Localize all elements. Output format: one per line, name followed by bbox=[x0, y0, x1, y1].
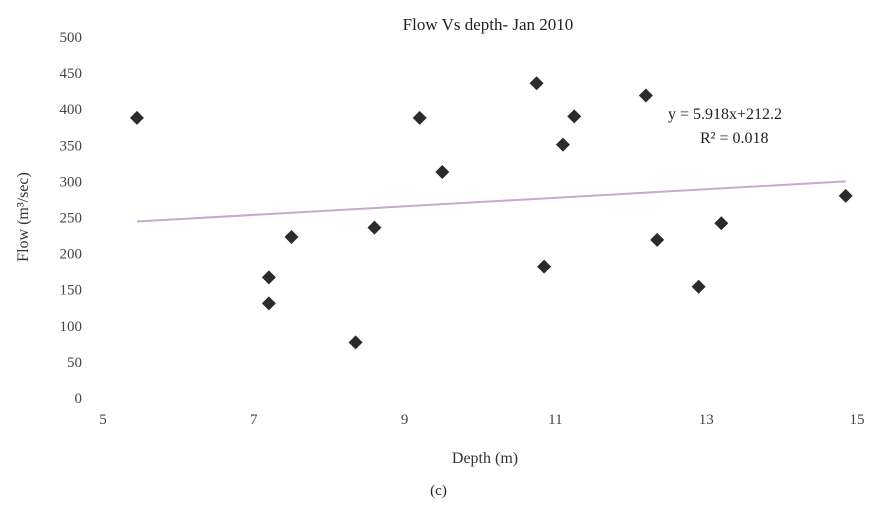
y-tick-label: 200 bbox=[60, 247, 83, 263]
data-point bbox=[261, 296, 276, 311]
data-point bbox=[529, 76, 544, 91]
x-tick-label: 15 bbox=[850, 412, 865, 428]
y-tick-label: 350 bbox=[60, 138, 83, 154]
data-point bbox=[555, 137, 570, 152]
x-tick-label: 5 bbox=[99, 412, 107, 428]
y-tick-label: 250 bbox=[60, 211, 83, 227]
y-tick-label: 500 bbox=[60, 30, 83, 46]
y-axis-ticks: 0 50 100 150 200 250 300 350 400 450 500 bbox=[60, 30, 83, 407]
data-point bbox=[714, 216, 729, 231]
figure-caption: (c) bbox=[430, 483, 447, 499]
data-point bbox=[261, 270, 276, 285]
data-point bbox=[367, 220, 382, 235]
y-tick-label: 0 bbox=[75, 391, 83, 407]
data-point bbox=[638, 88, 653, 103]
x-tick-label: 9 bbox=[401, 412, 409, 428]
data-point bbox=[691, 279, 706, 294]
data-point bbox=[650, 232, 665, 247]
y-tick-label: 300 bbox=[60, 174, 83, 190]
data-point bbox=[348, 335, 363, 350]
x-tick-label: 11 bbox=[548, 412, 562, 428]
x-tick-label: 7 bbox=[250, 412, 258, 428]
data-point bbox=[129, 110, 144, 125]
y-tick-label: 150 bbox=[60, 283, 83, 299]
data-point bbox=[838, 188, 853, 203]
r-squared-label: R² = 0.018 bbox=[700, 130, 769, 147]
data-points bbox=[129, 76, 853, 350]
data-point bbox=[567, 109, 582, 124]
y-tick-label: 450 bbox=[60, 66, 83, 82]
x-axis-label: Depth (m) bbox=[452, 450, 518, 467]
x-axis-ticks: 5 7 9 11 13 15 bbox=[99, 412, 864, 428]
y-axis-label: Flow (m³/sec) bbox=[15, 172, 32, 262]
data-point bbox=[412, 110, 427, 125]
chart-title: Flow Vs depth- Jan 2010 bbox=[403, 15, 574, 34]
data-point bbox=[284, 229, 299, 244]
data-point bbox=[537, 259, 552, 274]
trendline bbox=[136, 180, 846, 223]
equation-label: y = 5.918x+212.2 bbox=[668, 106, 782, 123]
y-tick-label: 400 bbox=[60, 102, 83, 118]
y-tick-label: 50 bbox=[67, 355, 82, 371]
y-tick-label: 100 bbox=[60, 319, 83, 335]
x-tick-label: 13 bbox=[699, 412, 714, 428]
data-point bbox=[435, 165, 450, 180]
